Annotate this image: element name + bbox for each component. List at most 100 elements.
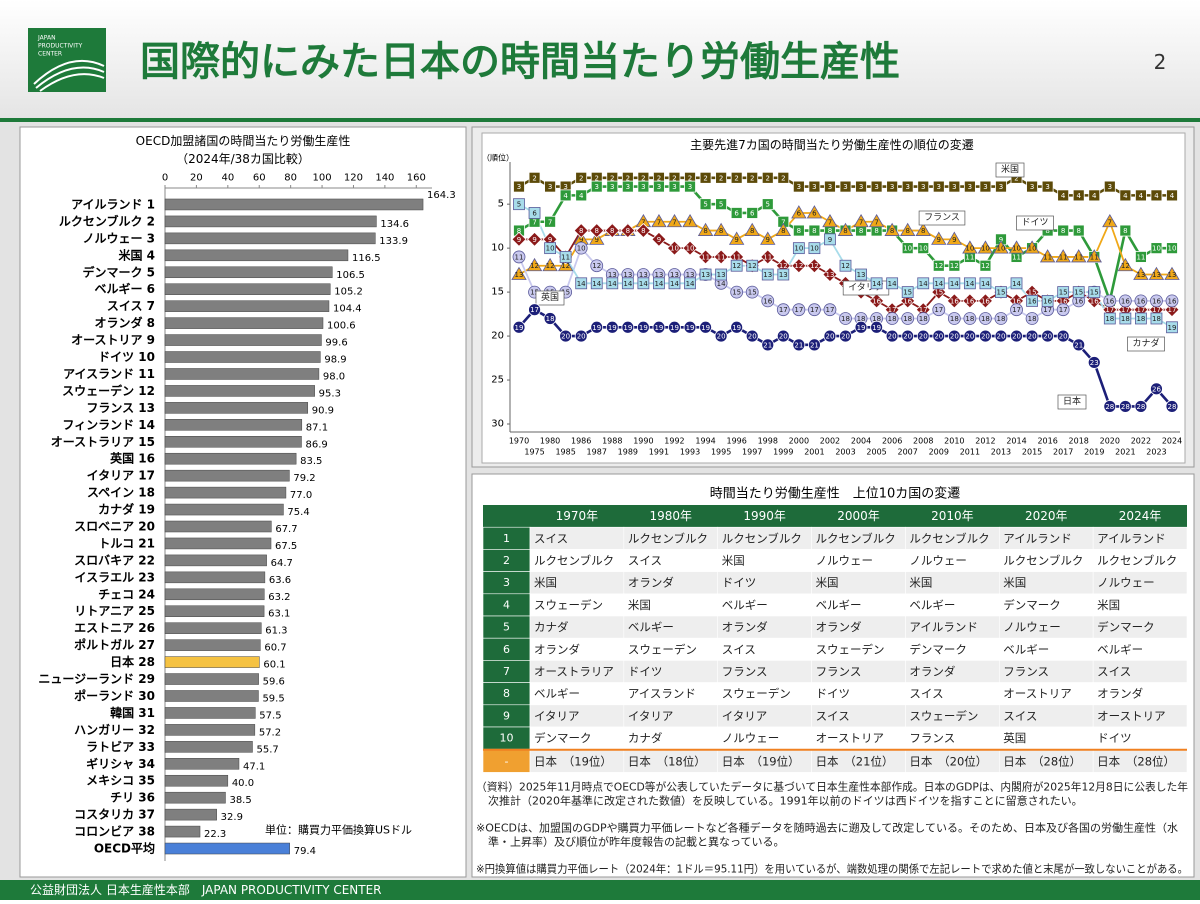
point-label: 14 <box>1012 280 1021 288</box>
point-label: 3 <box>1108 183 1112 191</box>
value-label: 57.2 <box>259 727 281 738</box>
marker <box>1025 329 1039 343</box>
bar <box>164 402 309 414</box>
point-label: 15 <box>934 289 943 297</box>
point-label: 11 <box>1059 253 1068 261</box>
value-label: 61.3 <box>265 626 287 637</box>
point-label: 19 <box>654 324 663 332</box>
bar <box>164 741 253 753</box>
x-tick-label: 1989 <box>618 448 638 457</box>
point-label: 12 <box>546 262 555 270</box>
marker <box>1135 251 1147 263</box>
marker <box>932 303 946 317</box>
point-label: 10 <box>919 245 928 253</box>
value-label: 22.3 <box>204 829 226 840</box>
point-label: 11 <box>1043 253 1052 261</box>
x-tick-label: 20 <box>190 173 203 184</box>
point-label: 13 <box>1168 271 1177 279</box>
marker <box>823 329 837 343</box>
marker <box>713 222 729 236</box>
marker <box>824 233 836 246</box>
x-tick-label: 2024 <box>1162 437 1182 446</box>
legend-box <box>918 210 966 226</box>
marker <box>528 171 541 184</box>
marker <box>714 329 728 343</box>
marker <box>808 338 821 352</box>
cell-text: オーストリア <box>1003 687 1071 701</box>
marker <box>870 277 883 290</box>
marker <box>962 240 978 254</box>
point-label: 7 <box>874 218 878 226</box>
marker <box>606 277 619 290</box>
marker <box>544 242 556 255</box>
marker <box>666 213 683 228</box>
marker <box>948 259 961 272</box>
marker <box>1072 286 1085 299</box>
marker <box>1041 294 1054 307</box>
x-tick-label: 2001 <box>804 448 824 457</box>
cell-text: オランダ <box>1097 687 1143 701</box>
point-label: 18 <box>888 315 897 323</box>
value-label: 55.7 <box>256 744 278 755</box>
marker <box>791 258 807 274</box>
marker <box>1135 312 1147 325</box>
marker <box>1166 242 1178 255</box>
point-label: 8 <box>1123 227 1127 235</box>
point-label: 11 <box>701 253 710 261</box>
marker <box>932 259 945 272</box>
point-label: 11 <box>717 253 726 261</box>
marker <box>746 259 759 272</box>
point-label: 11 <box>1136 253 1145 261</box>
point-label: 4 <box>1170 192 1175 200</box>
point-label: 14 <box>919 280 928 288</box>
marker <box>1026 294 1038 307</box>
point-label: 28 <box>1105 403 1114 411</box>
x-tick-label: 2004 <box>851 437 871 446</box>
marker <box>901 329 915 343</box>
marker <box>513 180 525 193</box>
marker <box>761 268 774 281</box>
cell-text: ドイツ <box>1097 731 1132 745</box>
point-label: 9 <box>595 236 599 244</box>
marker <box>791 205 807 219</box>
cell-text: ノルウェー <box>909 554 967 568</box>
category-label: アイスランド 11 <box>63 367 155 381</box>
marker <box>668 180 681 193</box>
point-label: 20 <box>717 333 726 341</box>
y-axis-label: （順位） <box>482 153 514 163</box>
point-label: 20 <box>825 333 834 341</box>
marker <box>1134 294 1148 308</box>
marker <box>668 320 681 334</box>
x-tick-label: 2009 <box>929 448 949 457</box>
point-label: 17 <box>825 306 834 314</box>
marker <box>1086 249 1102 263</box>
point-label: 20 <box>841 333 850 341</box>
category-label: コロンビア 38 <box>74 824 155 839</box>
point-label: 9 <box>952 236 956 244</box>
x-tick-label: 1985 <box>555 448 575 457</box>
category-label: エストニア 26 <box>74 621 155 635</box>
cell-text: イタリア <box>628 709 674 723</box>
marker <box>1148 266 1165 280</box>
point-label: 16 <box>903 297 912 305</box>
point-label: 3 <box>890 183 894 191</box>
bar <box>164 368 320 380</box>
point-label: 11 <box>763 253 772 261</box>
marker <box>870 180 883 193</box>
marker <box>1118 294 1132 308</box>
marker <box>760 231 776 245</box>
point-label: 21 <box>763 341 772 349</box>
marker <box>699 320 712 334</box>
point-label: 14 <box>686 280 695 288</box>
point-label: 3 <box>595 183 599 191</box>
point-label: 8 <box>1076 227 1080 235</box>
point-label: 5 <box>703 201 707 209</box>
category-label: 米国 4 <box>118 247 155 262</box>
point-label: 8 <box>890 227 894 235</box>
marker <box>792 303 806 317</box>
point-label: 28 <box>1136 403 1145 411</box>
point-label: 7 <box>828 218 832 226</box>
point-label: 9 <box>999 236 1003 244</box>
point-label: 20 <box>965 333 974 341</box>
value-label: 77.0 <box>290 490 312 501</box>
